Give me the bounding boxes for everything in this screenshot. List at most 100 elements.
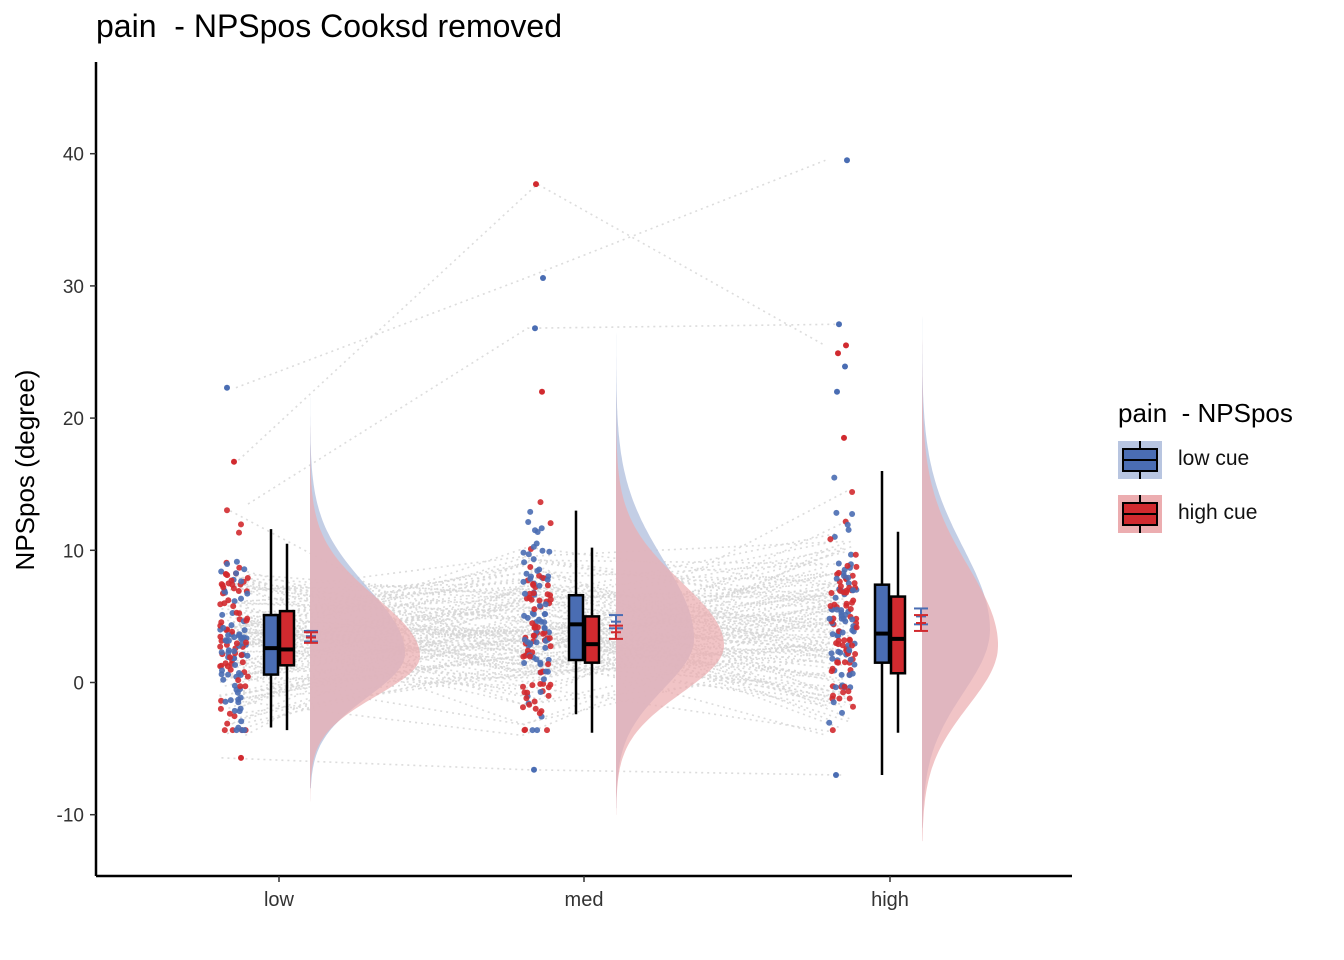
- data-point-high-cue: [536, 710, 543, 717]
- data-point-low-cue: [225, 671, 232, 678]
- data-point-high-cue: [546, 635, 553, 642]
- data-point-low-cue: [235, 696, 242, 703]
- data-point-high-cue: [837, 583, 844, 590]
- data-point-low-cue: [828, 650, 835, 657]
- data-point-low-cue: [527, 640, 534, 647]
- data-point-low-cue: [525, 519, 532, 525]
- data-point-low-cue: [225, 637, 232, 644]
- data-point-high-cue: [530, 582, 537, 588]
- data-point-high-cue: [520, 653, 527, 660]
- data-point-high-cue: [852, 551, 859, 558]
- legend-label-low-cue: low cue: [1178, 447, 1250, 470]
- data-point-low-cue: [838, 609, 845, 616]
- connector-line: [226, 559, 826, 629]
- data-point-high-cue: [218, 619, 225, 626]
- data-point-low-cue: [520, 578, 527, 585]
- legend-item-high-cue: high cue: [1118, 491, 1293, 537]
- data-point-low-cue: [520, 549, 527, 556]
- connector-line: [225, 635, 839, 706]
- data-point-high-cue: [238, 521, 244, 528]
- data-point-high-cue: [545, 692, 552, 699]
- y-tick-label: 20: [63, 409, 84, 430]
- data-point-low-cue: [826, 719, 833, 726]
- data-point-low-cue: [839, 629, 846, 636]
- x-tick-label: med: [565, 889, 604, 911]
- data-point-high-cue: [224, 663, 231, 670]
- data-point-low-cue: [244, 652, 251, 659]
- data-point-high-cue: [530, 632, 537, 639]
- data-point-high-cue: [521, 689, 528, 696]
- data-point-high-cue: [224, 720, 231, 727]
- data-point-low-cue: [530, 543, 537, 550]
- data-point-low-cue: [844, 521, 851, 528]
- data-point-low-cue: [830, 699, 837, 706]
- data-point-high-cue: [243, 639, 249, 646]
- data-point-high-cue: [834, 659, 841, 666]
- raw-points: [217, 157, 860, 778]
- data-point-high-cue: [522, 726, 529, 733]
- data-point-high-cue: [242, 683, 249, 690]
- connector-line: [226, 619, 832, 690]
- data-point-high-cue: [219, 582, 226, 589]
- data-point-low-cue: [533, 639, 540, 646]
- boxplots: [262, 470, 907, 776]
- data-point-low-cue: [848, 551, 854, 558]
- legend-key-low-cue: [1118, 441, 1162, 479]
- data-point-high-cue: [851, 580, 858, 587]
- box-low-cue: [262, 613, 280, 676]
- data-point-high-cue: [829, 727, 836, 734]
- data-point-low-cue: [534, 727, 541, 734]
- data-point-low-cue: [224, 561, 231, 567]
- data-point-high-cue: [523, 695, 530, 702]
- data-point-low-cue: [527, 575, 534, 582]
- data-point-low-cue: [228, 622, 235, 629]
- connector-line: [236, 619, 838, 697]
- data-point-high-cue: [843, 602, 850, 609]
- data-point-low-cue: [849, 627, 856, 634]
- data-point-low-cue: [238, 635, 245, 642]
- data-point-low-cue: [241, 566, 248, 573]
- connector-line: [219, 633, 841, 705]
- box-high-cue: [583, 615, 601, 664]
- outlier-point: [540, 275, 546, 281]
- connector-line: [233, 183, 826, 465]
- data-point-high-cue: [544, 582, 551, 589]
- data-point-high-cue: [827, 603, 834, 609]
- data-point-low-cue: [537, 659, 544, 666]
- data-point-low-cue: [845, 574, 852, 581]
- data-point-low-cue: [534, 567, 541, 574]
- data-point-high-cue: [226, 710, 233, 717]
- chart-title: pain - NPSpos Cooksd removed: [96, 8, 562, 44]
- data-point-high-cue: [547, 592, 554, 599]
- data-point-high-cue: [217, 705, 224, 712]
- data-point-low-cue: [233, 570, 240, 577]
- outlier-point: [231, 458, 237, 465]
- data-point-low-cue: [832, 684, 839, 691]
- x-tick-label: high: [871, 889, 909, 911]
- data-point-high-cue: [224, 507, 230, 514]
- data-point-low-cue: [220, 624, 227, 631]
- data-point-high-cue: [229, 628, 236, 635]
- outlier-point: [539, 388, 545, 395]
- connector-line: [237, 597, 845, 696]
- data-point-high-cue: [536, 597, 543, 604]
- data-point-low-cue: [536, 602, 543, 609]
- data-point-high-cue: [841, 683, 848, 690]
- legend-key-high-cue: [1118, 495, 1162, 533]
- data-point-low-cue: [218, 568, 225, 575]
- data-point-high-cue: [239, 659, 246, 666]
- data-point-high-cue: [849, 642, 855, 649]
- data-point-low-cue: [538, 525, 545, 532]
- legend: pain - NPSpos low cue high cue: [1118, 398, 1293, 537]
- data-point-high-cue: [827, 536, 834, 543]
- density-layer: [310, 100, 998, 842]
- connector-line: [245, 582, 839, 647]
- connector-line: [233, 588, 833, 629]
- data-point-high-cue: [846, 637, 853, 644]
- data-point-high-cue: [231, 713, 238, 720]
- data-point-high-cue: [520, 704, 526, 711]
- data-point-low-cue: [851, 661, 858, 668]
- connector-line: [224, 641, 832, 702]
- legend-item-low-cue: low cue: [1118, 437, 1293, 483]
- data-point-low-cue: [846, 647, 853, 654]
